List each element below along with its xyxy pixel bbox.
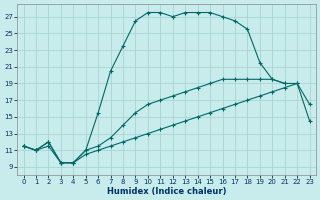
X-axis label: Humidex (Indice chaleur): Humidex (Indice chaleur) [107,187,226,196]
